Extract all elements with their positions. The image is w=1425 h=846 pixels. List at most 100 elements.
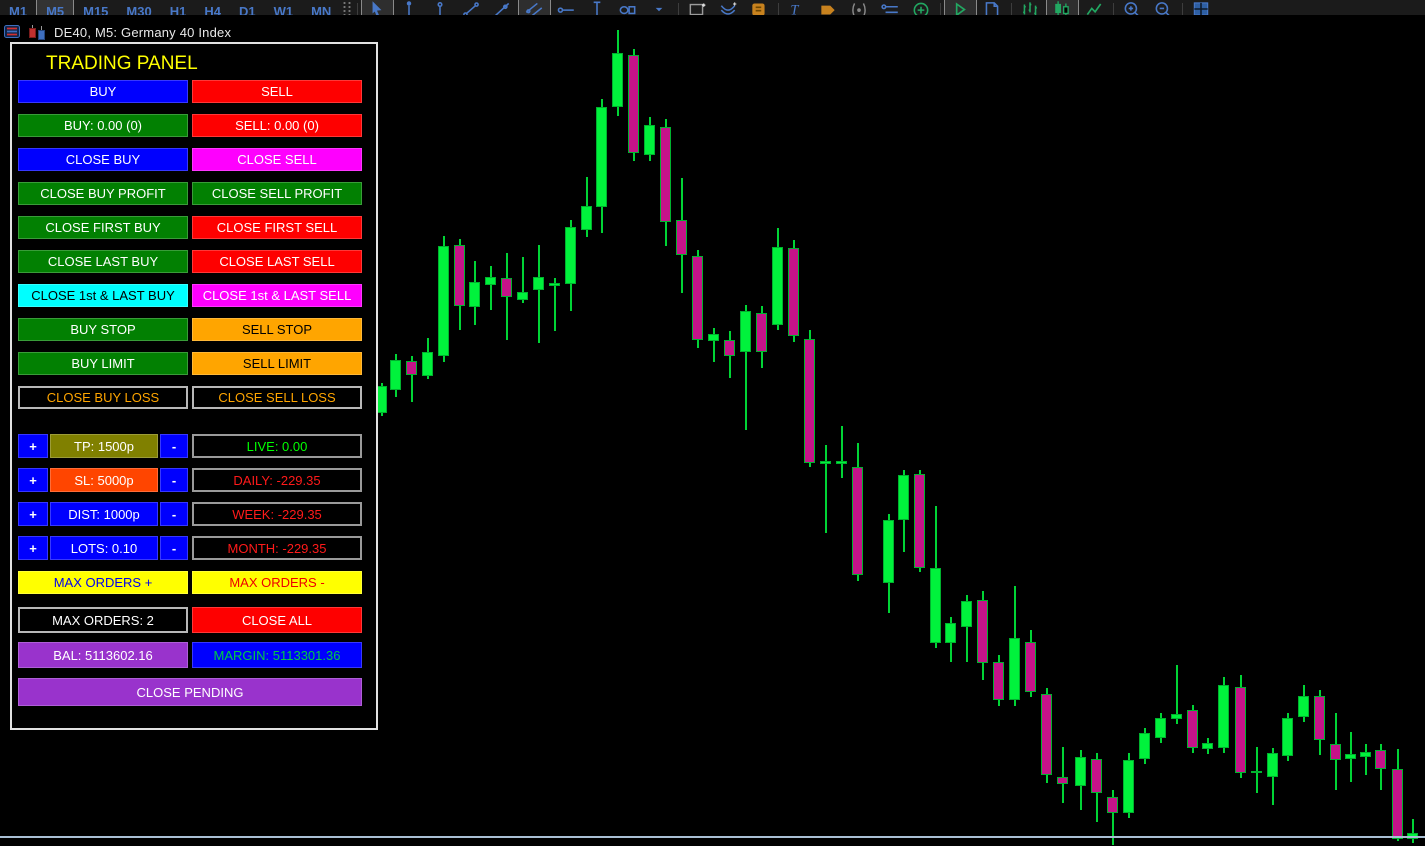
close-first-buy-button[interactable]: CLOSE FIRST BUY (18, 216, 188, 239)
timeframe-m30-button[interactable]: M30 (126, 4, 152, 15)
shapes-icon[interactable] (613, 0, 644, 15)
bear-candle (1041, 694, 1052, 775)
fibonacci-arcs-icon[interactable] (713, 0, 744, 15)
panel-row: MAX ORDERS + MAX ORDERS - (18, 571, 366, 594)
lots-plus-button[interactable]: + (18, 536, 48, 560)
buy-button[interactable]: BUY (18, 80, 188, 103)
close-pending-button[interactable]: CLOSE PENDING (18, 678, 362, 706)
close-last-sell-button[interactable]: CLOSE LAST SELL (192, 250, 362, 273)
panel-row: CLOSE 1st & LAST BUY CLOSE 1st & LAST SEL… (18, 284, 366, 307)
level-lines-icon[interactable] (875, 0, 906, 15)
close-sell-button[interactable]: CLOSE SELL (192, 148, 362, 171)
margin-display: MARGIN: 5113301.36 (192, 642, 362, 668)
close-first-last-buy-button[interactable]: CLOSE 1st & LAST BUY (18, 284, 188, 307)
add-indicator-icon[interactable] (906, 0, 937, 15)
top-toolbar: M1 M5 M15 M30 H1 H4 D1 W1 MN T (0, 0, 1425, 15)
crosshair-icon[interactable] (394, 0, 425, 15)
toolbar-separator (940, 3, 942, 15)
close-sell-loss-button[interactable]: CLOSE SELL LOSS (192, 386, 362, 409)
tp-plus-button[interactable]: + (18, 434, 48, 458)
trendline-icon[interactable] (456, 0, 487, 15)
bull-candle (1123, 760, 1134, 813)
close-last-buy-button[interactable]: CLOSE LAST BUY (18, 250, 188, 273)
bull-candle (469, 282, 480, 307)
text-tool-icon[interactable]: T (782, 0, 813, 15)
zoom-in-icon[interactable] (1117, 0, 1148, 15)
timeframe-w1-button[interactable]: W1 (273, 4, 294, 15)
close-all-button[interactable]: CLOSE ALL (192, 607, 362, 633)
vertical-pin-icon[interactable] (425, 0, 456, 15)
caret-down-icon[interactable] (644, 0, 675, 15)
bull-candle (740, 311, 751, 352)
sl-plus-button[interactable]: + (18, 468, 48, 492)
close-first-sell-button[interactable]: CLOSE FIRST SELL (192, 216, 362, 239)
cursor-icon[interactable] (361, 0, 395, 15)
candle-wick (745, 305, 747, 430)
panel-row: MAX ORDERS: 2 CLOSE ALL (18, 607, 366, 633)
rectangle-tool-icon[interactable] (682, 0, 713, 15)
close-buy-profit-button[interactable]: CLOSE BUY PROFIT (18, 182, 188, 205)
toolbar-separator (778, 3, 780, 15)
line-chart-icon[interactable] (1079, 0, 1110, 15)
bear-candle (1187, 710, 1198, 748)
bear-candle (1091, 759, 1102, 793)
bull-candle (1360, 752, 1371, 757)
panel-row: + TP: 1500p - LIVE: 0.00 (18, 434, 366, 458)
bar-chart-icon[interactable] (1015, 0, 1046, 15)
bear-candle (756, 313, 767, 352)
candle-chart-icon[interactable] (1046, 0, 1080, 15)
autotrading-icon[interactable] (944, 0, 978, 15)
cycle-lines-icon[interactable] (844, 0, 875, 15)
candle-wick (1412, 819, 1414, 843)
chart-titlebar: DE40, M5: Germany 40 Index (4, 22, 231, 42)
text-anchor-icon[interactable] (582, 0, 613, 15)
close-first-last-sell-button[interactable]: CLOSE 1st & LAST SELL (192, 284, 362, 307)
label-tag-icon[interactable] (813, 0, 844, 15)
market-watch-icon[interactable] (4, 25, 21, 39)
zoom-out-icon[interactable] (1148, 0, 1179, 15)
close-buy-button[interactable]: CLOSE BUY (18, 148, 188, 171)
timeframe-h1-button[interactable]: H1 (169, 4, 187, 15)
note-icon[interactable] (744, 0, 775, 15)
bull-candle (1345, 754, 1356, 759)
candle-wick (713, 328, 715, 362)
sell-stop-button[interactable]: SELL STOP (192, 318, 362, 341)
bear-candle (993, 662, 1004, 700)
timeframe-m1-button[interactable]: M1 (9, 4, 28, 15)
bull-candle (1155, 718, 1166, 738)
trading-panel: TRADING PANEL BUY SELL BUY: 0.00 (0) SELL: … (10, 42, 378, 730)
sell-button[interactable]: SELL (192, 80, 362, 103)
timeframe-h4-button[interactable]: H4 (204, 4, 221, 15)
timeframe-m5-button[interactable]: M5 (36, 0, 75, 15)
timeframe-m15-button[interactable]: M15 (83, 4, 109, 15)
equidistant-channel-icon[interactable] (518, 0, 552, 15)
buy-stop-button[interactable]: BUY STOP (18, 318, 188, 341)
bull-candle (533, 277, 544, 290)
toolbar-drag-handle-icon[interactable] (342, 1, 353, 15)
new-order-icon[interactable] (977, 0, 1008, 15)
bear-candle (1314, 696, 1325, 740)
max-orders-plus-button[interactable]: MAX ORDERS + (18, 571, 188, 594)
dist-minus-button[interactable]: - (160, 502, 188, 526)
panel-row: BUY LIMIT SELL LIMIT (18, 352, 366, 375)
bull-candle (820, 461, 831, 464)
close-buy-loss-button[interactable]: CLOSE BUY LOSS (18, 386, 188, 409)
dist-plus-button[interactable]: + (18, 502, 48, 526)
bear-candle (788, 248, 799, 336)
max-orders-minus-button[interactable]: MAX ORDERS - (192, 571, 362, 594)
timeframe-d1-button[interactable]: D1 (238, 4, 256, 15)
tile-windows-icon[interactable] (1186, 0, 1217, 15)
tp-minus-button[interactable]: - (160, 434, 188, 458)
timeframe-mn-button[interactable]: MN (311, 4, 332, 15)
chart-window-icon[interactable] (28, 24, 47, 40)
sl-minus-button[interactable]: - (160, 468, 188, 492)
horizontal-ray-icon[interactable] (551, 0, 582, 15)
panel-row: CLOSE BUY CLOSE SELL (18, 148, 366, 171)
bear-candle (1375, 750, 1386, 769)
close-sell-profit-button[interactable]: CLOSE SELL PROFIT (192, 182, 362, 205)
buy-limit-button[interactable]: BUY LIMIT (18, 352, 188, 375)
panel-row: CLOSE LAST BUY CLOSE LAST SELL (18, 250, 366, 273)
sell-limit-button[interactable]: SELL LIMIT (192, 352, 362, 375)
trendline-segment-icon[interactable] (487, 0, 518, 15)
lots-minus-button[interactable]: - (160, 536, 188, 560)
